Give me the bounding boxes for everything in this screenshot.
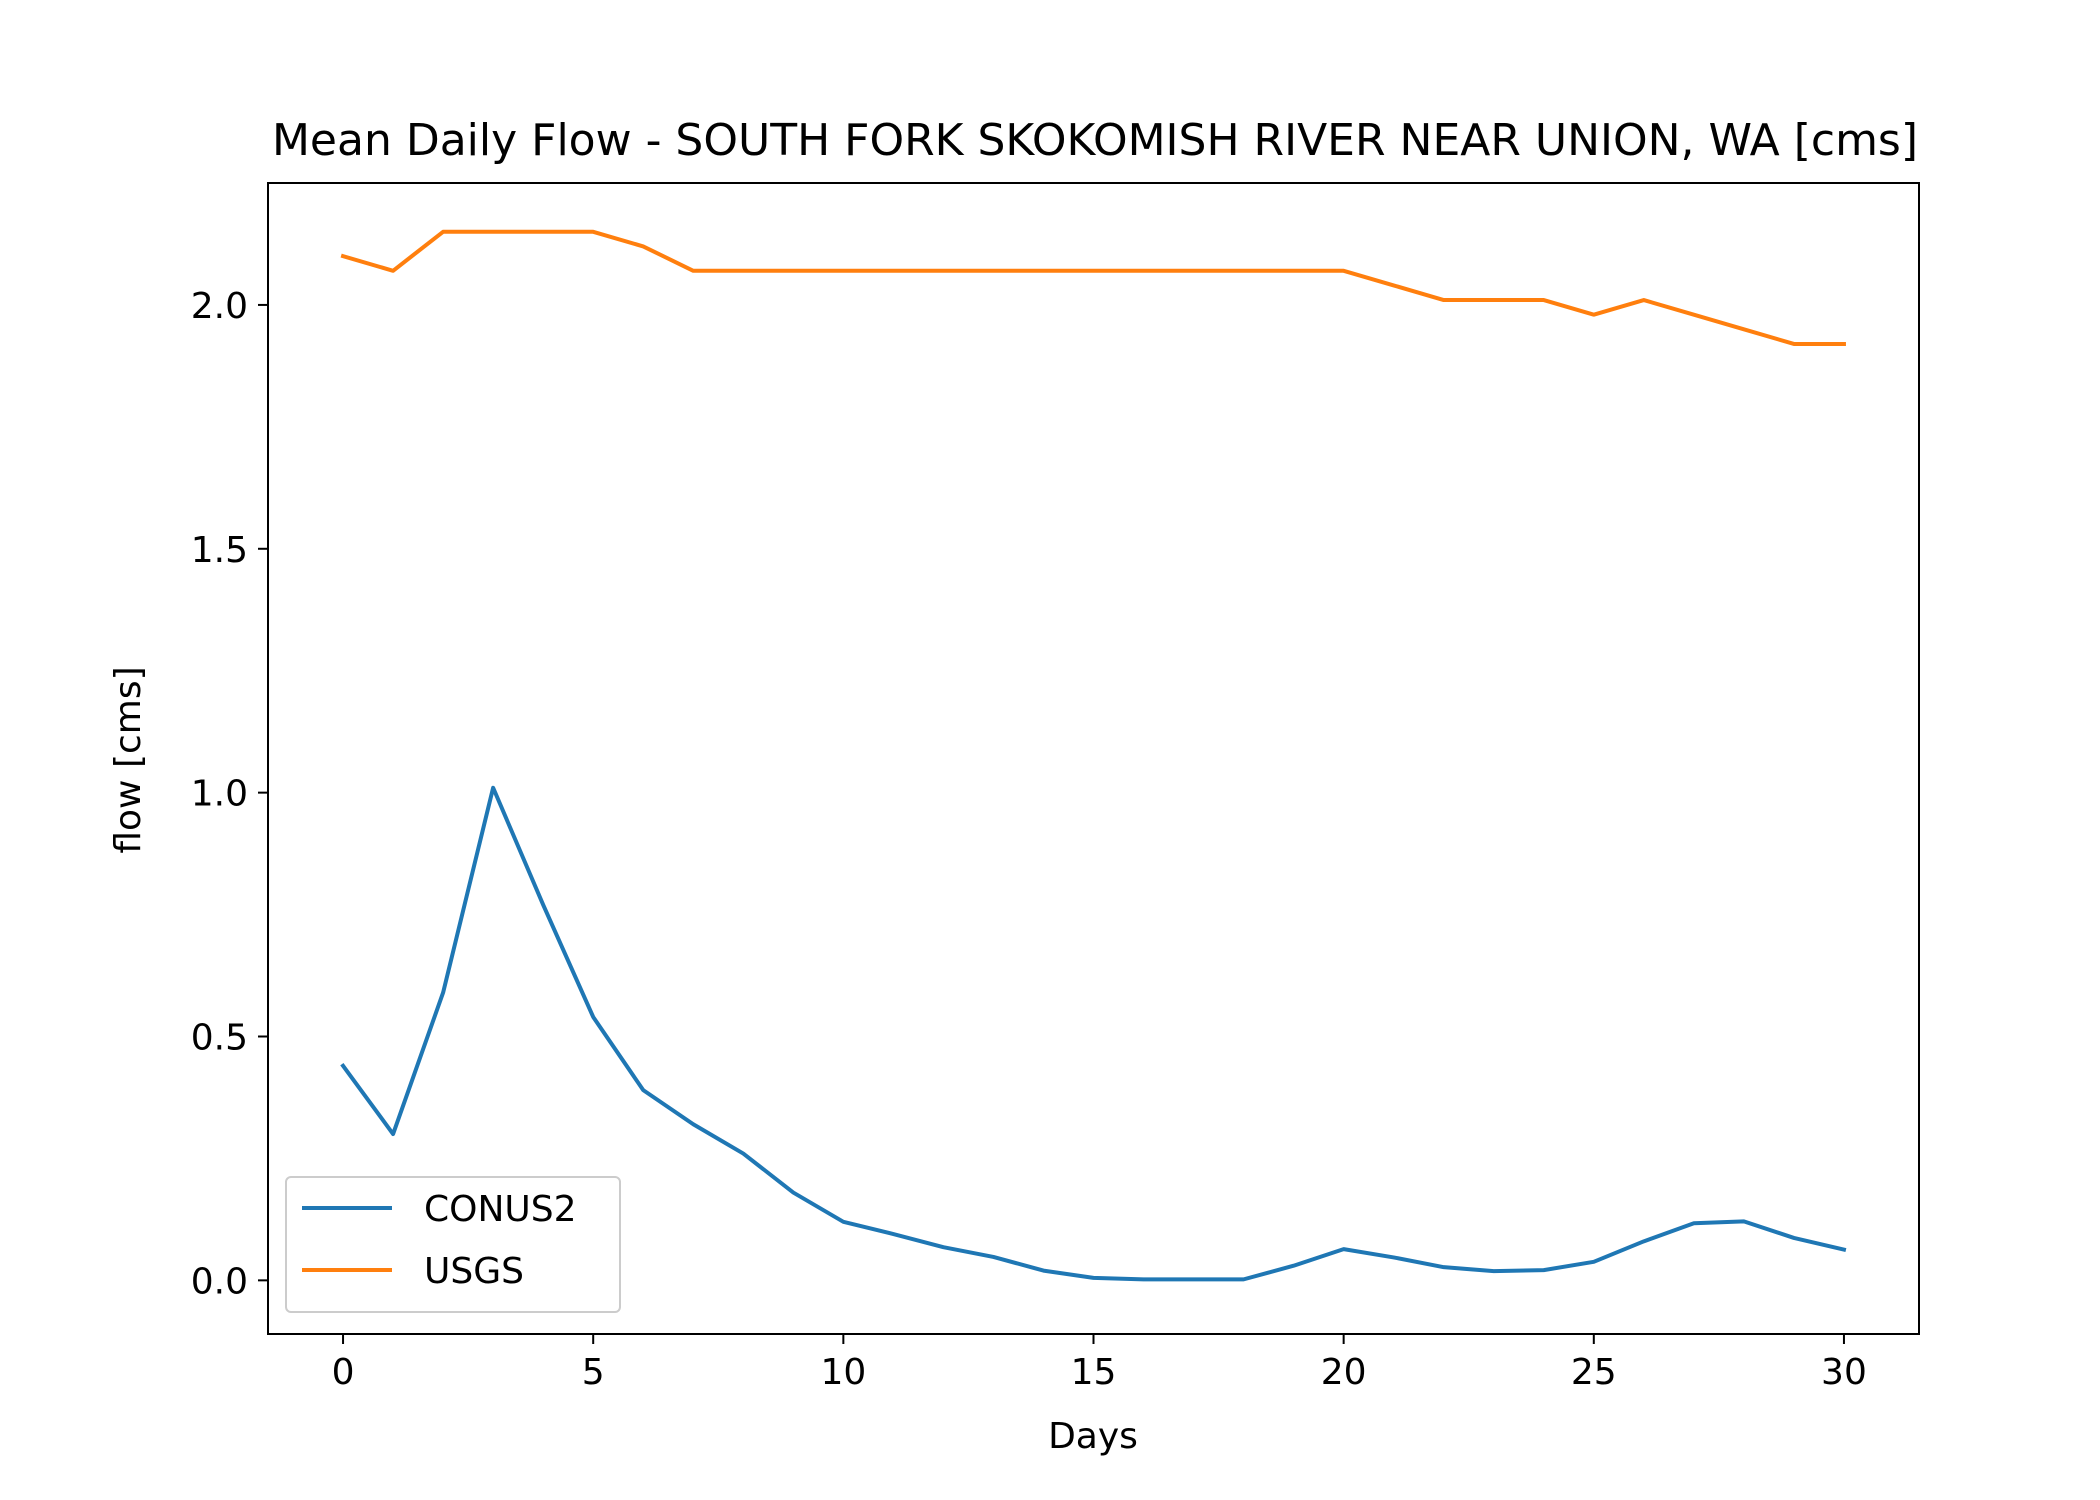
x-tick-label: 30 [1821,1352,1867,1393]
chart-title: Mean Daily Flow - SOUTH FORK SKOKOMISH R… [272,115,1918,166]
y-axis: 0.0 0.5 1.0 1.5 2.0 [191,286,268,1302]
y-tick-label: 1.0 [191,774,248,815]
x-tick-label: 5 [582,1352,605,1393]
series-line-conus2 [340,785,1847,1282]
legend: CONUS2 USGS [285,1176,621,1313]
x-tick-label: 25 [1571,1352,1617,1393]
series-line-usgs [340,229,1846,346]
plot-area [340,229,1847,1282]
y-tick-label: 2.0 [191,286,248,327]
x-axis: 0 5 10 15 20 25 30 [332,1334,1867,1393]
x-tick-label: 15 [1071,1352,1117,1393]
x-tick-label: 0 [332,1352,355,1393]
legend-box [285,1176,621,1313]
legend-label-conus2: CONUS2 [424,1189,577,1230]
x-tick-label: 10 [820,1352,866,1393]
x-axis-label: Days [1048,1416,1138,1457]
y-tick-label: 1.5 [191,530,248,571]
x-tick-label: 20 [1321,1352,1367,1393]
legend-label-usgs: USGS [424,1251,524,1292]
y-axis-label: flow [cms] [108,666,149,853]
y-tick-label: 0.5 [191,1017,248,1058]
y-tick-label: 0.0 [191,1261,248,1302]
